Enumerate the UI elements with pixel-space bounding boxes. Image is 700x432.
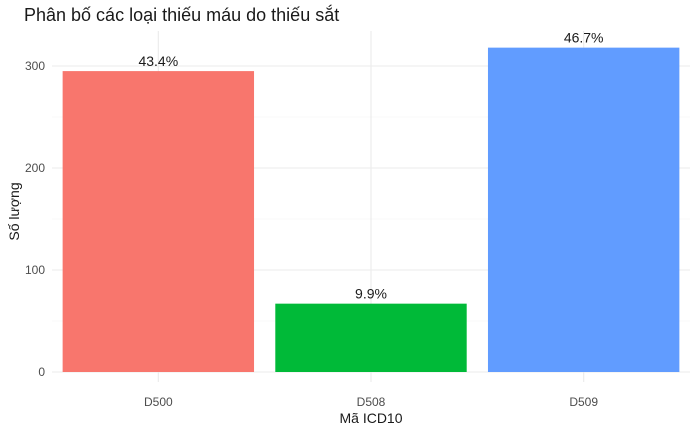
chart-title: Phân bố các loại thiếu máu do thiếu sắt	[24, 5, 340, 25]
data-label-d509: 46.7%	[564, 30, 604, 46]
x-tick-label: D509	[569, 395, 598, 409]
y-tick-label: 100	[25, 263, 45, 277]
x-tick-label: D508	[357, 395, 386, 409]
y-tick-label: 200	[25, 161, 45, 175]
y-axis-title: Số lượng	[6, 182, 22, 240]
y-tick-label: 300	[25, 59, 45, 73]
y-tick-label: 0	[38, 365, 45, 379]
bar-d509	[487, 47, 680, 372]
bar-d508	[275, 303, 467, 372]
data-label-d500: 43.4%	[138, 53, 178, 69]
x-axis-title: Mã ICD10	[339, 410, 402, 426]
x-tick-label: D500	[144, 395, 173, 409]
bar-d500	[62, 71, 255, 372]
data-label-d508: 9.9%	[355, 286, 387, 302]
